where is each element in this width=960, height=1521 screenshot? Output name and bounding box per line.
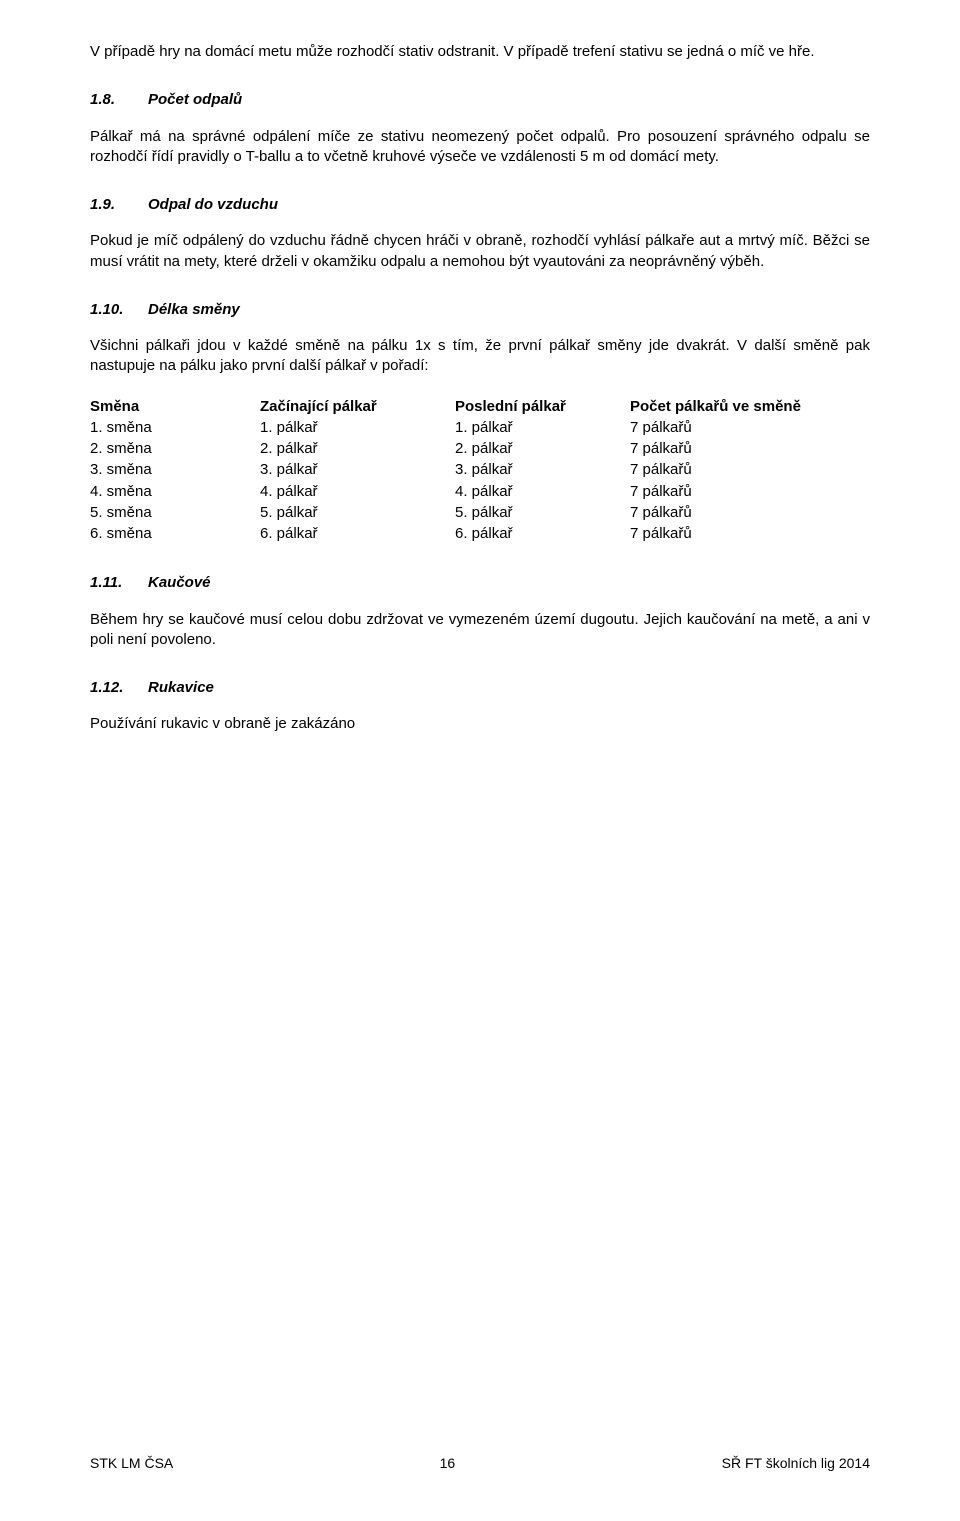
footer-right: SŘ FT školních lig 2014 xyxy=(722,1454,870,1473)
table-cell: 1. pálkař xyxy=(455,418,630,439)
table-cell: 6. směna xyxy=(90,524,260,545)
table-cell: 2. pálkař xyxy=(260,439,455,460)
table-cell: 4. pálkař xyxy=(260,482,455,503)
heading-title: Kaučové xyxy=(148,574,211,591)
heading-1-9: 1.9.Odpal do vzduchu xyxy=(90,195,870,215)
table-cell: 1. pálkař xyxy=(260,418,455,439)
heading-number: 1.9. xyxy=(90,195,148,215)
heading-title: Počet odpalů xyxy=(148,91,242,108)
paragraph-1-8: Pálkař má na správné odpálení míče ze st… xyxy=(90,127,870,168)
paragraph-1-10: Všichni pálkaři jdou v každé směně na pá… xyxy=(90,336,870,377)
table-cell: 3. směna xyxy=(90,460,260,481)
heading-title: Odpal do vzduchu xyxy=(148,196,278,213)
shift-table: Směna Začínající pálkař Poslední pálkař … xyxy=(90,397,870,546)
table-row: 1. směna 1. pálkař 1. pálkař 7 pálkařů xyxy=(90,418,870,439)
table-row: 5. směna 5. pálkař 5. pálkař 7 pálkařů xyxy=(90,503,870,524)
footer-page-number: 16 xyxy=(440,1454,456,1473)
heading-1-11: 1.11.Kaučové xyxy=(90,573,870,593)
heading-number: 1.12. xyxy=(90,678,148,698)
table-cell: 7 pálkařů xyxy=(630,482,870,503)
table-cell: 3. pálkař xyxy=(260,460,455,481)
table-header-cell: Začínající pálkař xyxy=(260,397,455,418)
paragraph-intro: V případě hry na domácí metu může rozhod… xyxy=(90,42,870,62)
heading-number: 1.8. xyxy=(90,90,148,110)
heading-number: 1.10. xyxy=(90,300,148,320)
table-header-row: Směna Začínající pálkař Poslední pálkař … xyxy=(90,397,870,418)
table-cell: 7 pálkařů xyxy=(630,418,870,439)
table-cell: 1. směna xyxy=(90,418,260,439)
table-row: 2. směna 2. pálkař 2. pálkař 7 pálkařů xyxy=(90,439,870,460)
table-header-cell: Směna xyxy=(90,397,260,418)
table-cell: 5. pálkař xyxy=(455,503,630,524)
table-row: 4. směna 4. pálkař 4. pálkař 7 pálkařů xyxy=(90,482,870,503)
heading-1-8: 1.8.Počet odpalů xyxy=(90,90,870,110)
table-row: 6. směna 6. pálkař 6. pálkař 7 pálkařů xyxy=(90,524,870,545)
table-cell: 6. pálkař xyxy=(455,524,630,545)
heading-1-10: 1.10.Délka směny xyxy=(90,300,870,320)
table-cell: 7 pálkařů xyxy=(630,460,870,481)
table-header-cell: Poslední pálkař xyxy=(455,397,630,418)
table-cell: 7 pálkařů xyxy=(630,524,870,545)
table-cell: 7 pálkařů xyxy=(630,503,870,524)
table-cell: 5. směna xyxy=(90,503,260,524)
table-cell: 5. pálkař xyxy=(260,503,455,524)
table-cell: 2. pálkař xyxy=(455,439,630,460)
table-cell: 3. pálkař xyxy=(455,460,630,481)
heading-number: 1.11. xyxy=(90,573,148,593)
table-cell: 4. pálkař xyxy=(455,482,630,503)
paragraph-1-9: Pokud je míč odpálený do vzduchu řádně c… xyxy=(90,231,870,272)
table-cell: 7 pálkařů xyxy=(630,439,870,460)
heading-1-12: 1.12.Rukavice xyxy=(90,678,870,698)
heading-title: Délka směny xyxy=(148,301,240,318)
page-footer: STK LM ČSA 16 SŘ FT školních lig 2014 xyxy=(90,1454,870,1473)
paragraph-1-11: Během hry se kaučové musí celou dobu zdr… xyxy=(90,610,870,651)
table-cell: 2. směna xyxy=(90,439,260,460)
table-cell: 6. pálkař xyxy=(260,524,455,545)
paragraph-1-12: Používání rukavic v obraně je zakázáno xyxy=(90,714,870,734)
table-header-cell: Počet pálkařů ve směně xyxy=(630,397,870,418)
table-row: 3. směna 3. pálkař 3. pálkař 7 pálkařů xyxy=(90,460,870,481)
footer-left: STK LM ČSA xyxy=(90,1454,173,1473)
heading-title: Rukavice xyxy=(148,679,214,696)
table-cell: 4. směna xyxy=(90,482,260,503)
